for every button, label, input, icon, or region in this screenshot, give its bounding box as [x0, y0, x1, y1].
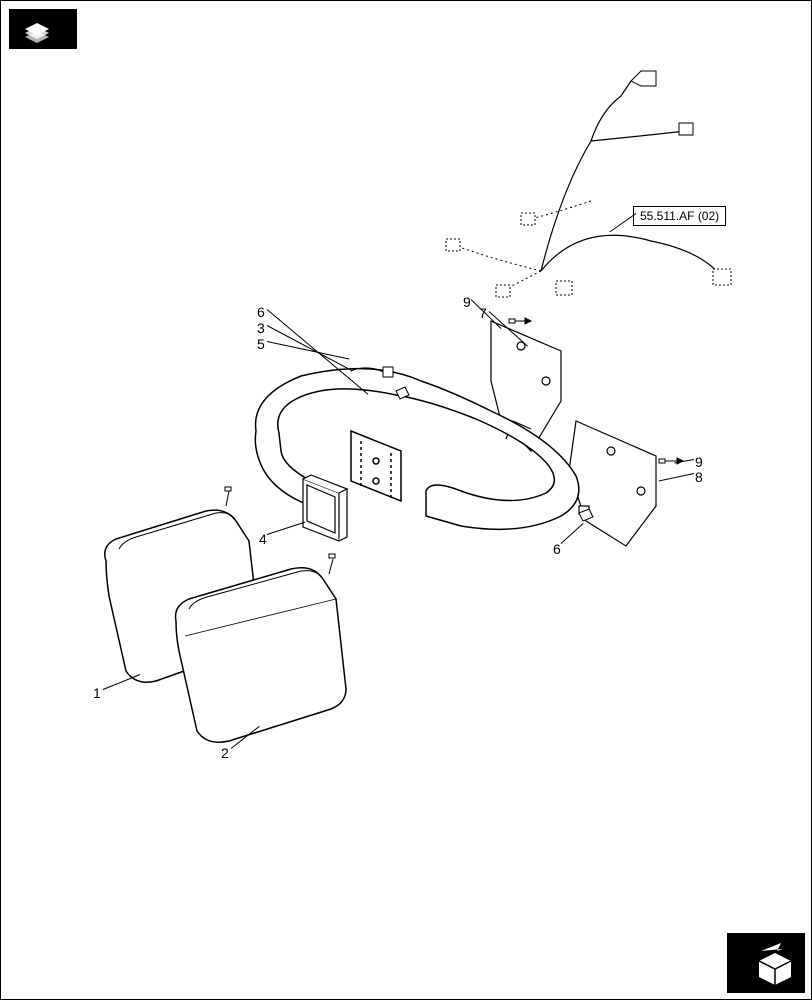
- bolt-9-upper: [509, 318, 531, 324]
- pad-4: [303, 475, 347, 541]
- reference-label: 55.511.AF (02): [633, 206, 726, 226]
- callout-9b: 9: [695, 454, 703, 470]
- parts-diagram: 55.511.AF (02) 1 2 4 5 3 6 9 7 6 9 8: [1, 1, 812, 1001]
- exploded-view-svg: [1, 1, 812, 1001]
- bracket-8: [569, 421, 656, 546]
- callout-6a: 6: [257, 304, 265, 320]
- callout-3: 3: [257, 320, 265, 336]
- callout-4: 4: [259, 531, 267, 547]
- callout-6b: 6: [553, 541, 561, 557]
- callout-9a: 9: [463, 294, 471, 310]
- callout-8: 8: [695, 469, 703, 485]
- callout-2: 2: [221, 745, 229, 761]
- callout-1: 1: [93, 685, 101, 701]
- callout-5: 5: [257, 336, 265, 352]
- wiring-harness: [446, 71, 731, 297]
